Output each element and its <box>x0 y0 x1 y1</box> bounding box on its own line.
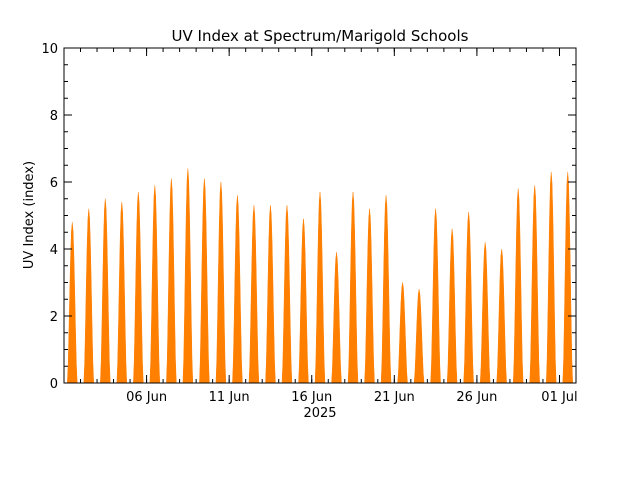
uv-day-13 <box>265 205 276 384</box>
uv-day-3 <box>100 198 111 384</box>
y-tick-label: 4 <box>50 243 58 258</box>
uv-day-27 <box>496 248 507 384</box>
uv-day-20 <box>380 195 392 384</box>
x-tick-label: 26 Jun <box>456 390 497 405</box>
chart-title: UV Index at Spectrum/Marigold Schools <box>172 27 469 45</box>
uv-day-22 <box>413 289 425 384</box>
x-tick-label: 11 Jun <box>209 390 250 405</box>
y-tick-label: 0 <box>50 377 58 392</box>
uv-day-9 <box>199 178 210 384</box>
uv-day-5 <box>133 192 144 384</box>
uv-day-6 <box>149 185 161 384</box>
x-tick-label: 06 Jun <box>126 390 167 405</box>
uv-day-23 <box>430 208 441 384</box>
uv-day-17 <box>331 252 342 384</box>
uv-day-15 <box>298 218 309 384</box>
uv-day-18 <box>347 192 359 384</box>
y-axis: 0 2 4 6 8 10 <box>41 42 576 392</box>
uv-day-1 <box>67 222 78 384</box>
y-tick-label: 10 <box>41 42 58 57</box>
uv-day-25 <box>463 212 474 384</box>
uv-day-28 <box>512 188 524 384</box>
y-tick-label: 8 <box>50 109 58 124</box>
uv-day-10 <box>215 181 227 384</box>
uv-day-19 <box>364 208 375 384</box>
x-axis-label: 2025 <box>303 406 336 421</box>
uv-day-29 <box>529 185 540 384</box>
uv-day-21 <box>397 282 408 384</box>
y-axis-label: UV Index (index) <box>22 161 37 269</box>
uv-day-31 <box>562 171 573 384</box>
uv-day-2 <box>83 208 94 384</box>
uv-day-4 <box>116 202 128 384</box>
y-tick-label: 6 <box>50 176 58 191</box>
uv-day-11 <box>232 195 243 384</box>
uv-series <box>67 168 573 384</box>
uv-day-12 <box>248 205 260 384</box>
uv-day-7 <box>166 178 177 384</box>
x-axis: 06 Jun 11 Jun 16 Jun 21 Jun 26 Jun 01 Jul <box>80 48 578 405</box>
uv-day-30 <box>546 171 557 384</box>
y-tick-label: 2 <box>50 310 58 325</box>
uv-day-26 <box>479 242 491 384</box>
x-tick-label: 01 Jul <box>541 390 577 405</box>
uv-day-8 <box>182 168 194 384</box>
uv-day-14 <box>281 205 293 384</box>
x-tick-label: 16 Jun <box>291 390 332 405</box>
uv-day-16 <box>314 192 326 384</box>
uv-day-24 <box>446 228 458 384</box>
x-tick-label: 21 Jun <box>374 390 415 405</box>
